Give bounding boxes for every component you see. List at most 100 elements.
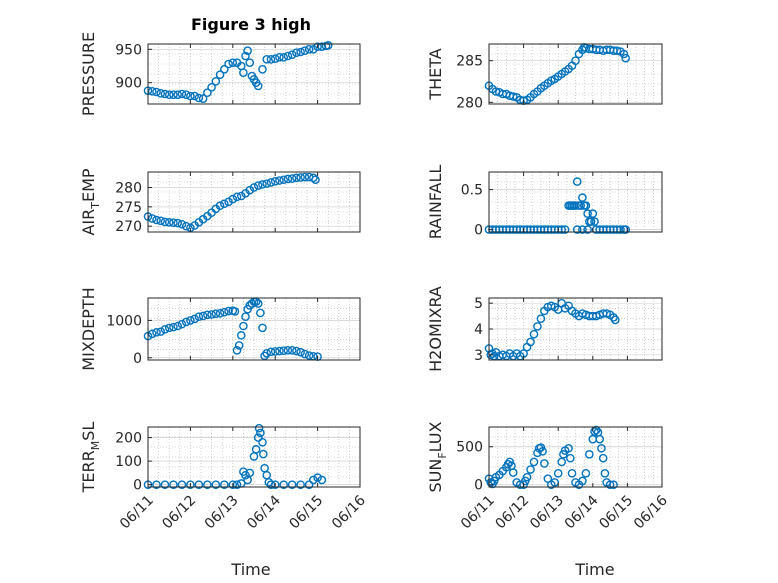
- panel-terr-msl: 0 100 200 TERRMSL 06/11 06/12 06/13 06/14 06/15 0…: [79, 422, 369, 533]
- data-point: [287, 480, 297, 489]
- data-point: [147, 329, 157, 339]
- data-point: [169, 322, 178, 332]
- data-point: [245, 58, 255, 67]
- data-point: [190, 314, 199, 324]
- x-tick-label: 06/13: [202, 493, 242, 533]
- panel-theta: 280 285 THETA: [426, 43, 663, 111]
- data-point: [550, 478, 560, 487]
- data-point: [194, 480, 204, 489]
- y-axis-label: MIXDEPTH: [79, 287, 98, 370]
- data-point: [177, 89, 187, 99]
- figure-title: Figure 3 high: [191, 15, 311, 34]
- data-point: [243, 46, 252, 55]
- x-tick-label: 06/11: [458, 493, 498, 533]
- data-point: [160, 217, 170, 227]
- y-axis-label: THETA: [426, 48, 445, 100]
- data-point: [160, 480, 170, 489]
- x-tick-label: 06/16: [631, 492, 671, 532]
- y-tick-label: 1000: [106, 313, 142, 329]
- data-point: [266, 178, 276, 187]
- data-point: [211, 480, 221, 489]
- data-point: [194, 93, 204, 103]
- data-point: [270, 480, 280, 489]
- data-point: [610, 315, 620, 325]
- y-tick-label: 0.5: [461, 183, 483, 199]
- y-tick-label: 0: [474, 223, 483, 239]
- data-point: [247, 299, 257, 308]
- data-point: [215, 309, 225, 318]
- data-point: [194, 312, 204, 321]
- data-point: [211, 309, 221, 318]
- data-point: [245, 468, 255, 478]
- x-tick-label: 06/14: [562, 492, 602, 532]
- y-tick-label: 275: [115, 200, 142, 216]
- x-tick-label: 06/15: [287, 493, 327, 533]
- data-point: [258, 180, 267, 189]
- data-point: [239, 68, 248, 77]
- data-point: [232, 345, 242, 355]
- data-point: [571, 56, 580, 65]
- axes-box: [488, 426, 663, 488]
- data-point: [177, 480, 187, 489]
- data-point: [156, 327, 166, 336]
- data-point: [224, 197, 233, 207]
- data-point: [258, 65, 267, 74]
- data-point: [156, 216, 166, 226]
- data-point: [254, 423, 264, 433]
- data-point: [266, 55, 276, 64]
- panel-h2omixra: 3 4 5 H2OMIXRA: [426, 286, 663, 372]
- data-point: [173, 321, 182, 331]
- data-point: [241, 51, 250, 61]
- y-axis-label: SUNFLUX: [426, 421, 449, 492]
- panel-mixdepth: 0 1000 MIXDEPTH: [79, 287, 361, 371]
- data-point: [522, 472, 532, 482]
- data-point: [585, 450, 594, 459]
- data-point: [557, 457, 566, 467]
- data-point: [586, 217, 596, 226]
- data-point: [232, 480, 242, 489]
- data-point: [181, 317, 191, 327]
- data-point: [304, 480, 314, 489]
- data-point: [177, 219, 187, 229]
- data-point: [619, 49, 629, 59]
- data-point: [566, 453, 575, 463]
- data-point: [207, 83, 216, 92]
- data-point: [241, 470, 250, 480]
- data-point: [581, 201, 591, 210]
- data-point: [259, 449, 268, 459]
- data-point: [313, 42, 322, 51]
- data-point: [164, 323, 174, 333]
- data-point: [245, 185, 255, 195]
- data-point: [578, 225, 587, 234]
- data-point: [239, 321, 248, 331]
- data-point: [262, 470, 272, 480]
- data-point: [576, 201, 585, 210]
- data-point: [292, 48, 301, 57]
- data-point: [287, 345, 297, 355]
- data-point: [583, 209, 592, 218]
- data-point: [203, 88, 212, 97]
- data-point: [152, 480, 161, 489]
- data-point: [270, 54, 280, 63]
- data-point: [249, 452, 259, 461]
- axes-box: [147, 43, 361, 105]
- data-point: [287, 50, 297, 59]
- data-point: [560, 225, 570, 234]
- data-point: [198, 94, 208, 103]
- data-point: [309, 475, 318, 485]
- x-tick-label: 06/15: [596, 493, 636, 533]
- y-axis-label: PRESSURE: [79, 32, 98, 116]
- data-point: [152, 215, 161, 225]
- data-point: [538, 447, 547, 456]
- data-point: [283, 174, 293, 184]
- data-point: [224, 306, 233, 316]
- x-tick-label: 06/12: [159, 493, 199, 533]
- data-point: [317, 475, 327, 485]
- data-point: [228, 58, 238, 67]
- data-point: [215, 201, 225, 210]
- data-point: [275, 176, 284, 185]
- x-tick-label: 06/12: [493, 493, 533, 533]
- data-point: [533, 322, 542, 331]
- data-point: [253, 81, 263, 91]
